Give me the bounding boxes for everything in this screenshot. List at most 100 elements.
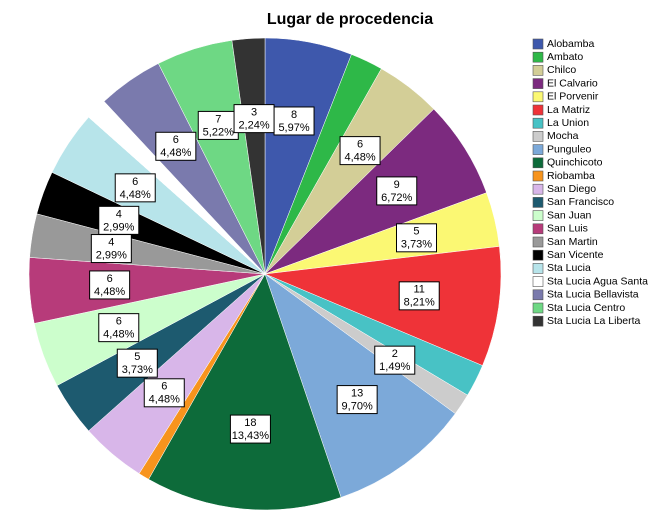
- legend-swatch: [532, 276, 544, 287]
- legend-label: San Francisco: [547, 196, 614, 208]
- data-label-percent: 3,73%: [401, 239, 432, 251]
- data-label-count: 9: [394, 179, 400, 191]
- pie-slice: [264, 246, 502, 366]
- data-label-box: [374, 345, 416, 375]
- legend-label: San Juan: [547, 209, 592, 221]
- legend-swatch: [532, 183, 544, 195]
- data-label-percent: 4,48%: [149, 394, 180, 406]
- data-label-percent: 9,70%: [342, 400, 373, 412]
- legend-swatch: [532, 249, 544, 261]
- data-label-count: 6: [161, 381, 167, 393]
- data-label-percent: 4,48%: [103, 329, 134, 341]
- data-label-percent: 1,49%: [379, 361, 410, 373]
- data-label-count: 6: [107, 273, 113, 285]
- data-label-percent: 4,48%: [160, 147, 191, 159]
- legend-swatch: [532, 170, 544, 182]
- legend-label: Sta Lucia: [547, 262, 591, 274]
- legend-label: San Luis: [547, 223, 588, 235]
- legend-label: Sta Lucia Agua Santa: [547, 275, 648, 287]
- data-label-box: [98, 313, 140, 343]
- legend-swatch: [532, 91, 544, 103]
- legend-swatch: [532, 51, 544, 63]
- data-label-percent: 5,22%: [203, 126, 234, 138]
- legend-label: Mocha: [547, 130, 579, 142]
- legend-swatch: [532, 65, 544, 76]
- legend-swatch: [532, 263, 544, 274]
- legend-swatch: [532, 78, 544, 89]
- data-label-count: 6: [132, 176, 138, 188]
- chart-title: Lugar de procedencia: [267, 11, 433, 28]
- data-label-count: 13: [351, 387, 363, 399]
- data-label-box: [197, 110, 239, 140]
- data-label-count: 3: [251, 107, 257, 119]
- data-label-box: [229, 414, 271, 444]
- data-label-count: 5: [413, 226, 419, 238]
- legend-swatch: [532, 117, 544, 129]
- legend-label: San Vicente: [547, 249, 604, 261]
- legend-label: Riobamba: [547, 170, 595, 182]
- data-label-box: [398, 281, 440, 311]
- data-label-box: [376, 176, 418, 206]
- data-label-percent: 13,43%: [232, 430, 270, 442]
- data-label-count: 5: [134, 351, 140, 363]
- data-label-count: 6: [173, 134, 179, 146]
- legend-swatch: [532, 104, 544, 116]
- pie-slice: [148, 273, 342, 511]
- data-label-count: 6: [357, 139, 363, 151]
- legend-label: El Porvenir: [547, 91, 599, 103]
- data-label-box: [89, 270, 131, 300]
- data-label-box: [116, 348, 158, 378]
- legend-swatch: [532, 289, 544, 301]
- legend-label: La Union: [547, 117, 589, 129]
- data-label-percent: 2,99%: [96, 249, 127, 261]
- data-label-box: [143, 378, 185, 408]
- data-label-count: 11: [414, 284, 425, 296]
- data-label-percent: 6,72%: [381, 192, 412, 204]
- legend-label: La Matriz: [547, 104, 590, 116]
- data-label-percent: 3,73%: [122, 364, 153, 376]
- data-label-count: 18: [244, 417, 256, 429]
- data-label-count: 7: [215, 113, 221, 125]
- legend-label: Sta Lucia La Liberta: [547, 315, 641, 327]
- legend-swatch: [532, 223, 544, 235]
- legend-label: San Diego: [547, 183, 596, 195]
- data-label-box: [155, 131, 197, 161]
- data-label-box: [98, 205, 140, 235]
- legend-label: Alobamba: [547, 38, 594, 50]
- legend-label: Quinchicoto: [547, 157, 603, 169]
- legend-swatch: [532, 315, 544, 327]
- data-label-box: [114, 173, 156, 203]
- data-label-percent: 2,24%: [238, 120, 269, 132]
- data-label-count: 4: [116, 208, 122, 220]
- legend-label: Ambato: [547, 51, 583, 63]
- data-label-box: [90, 234, 132, 264]
- legend-label: Sta Lucia Centro: [547, 302, 625, 314]
- data-label-percent: 5,97%: [278, 122, 309, 134]
- data-label-box: [395, 223, 437, 253]
- legend-label: El Calvario: [547, 77, 598, 89]
- data-label-percent: 2,99%: [103, 221, 134, 233]
- legend-swatch: [532, 38, 544, 50]
- data-label-box: [336, 385, 378, 415]
- data-label-box: [339, 136, 381, 166]
- data-label-count: 8: [291, 109, 297, 121]
- data-label-percent: 8,21%: [404, 297, 435, 309]
- pie-slice: [231, 37, 266, 275]
- legend-swatch: [532, 131, 544, 142]
- data-label-percent: 4,48%: [94, 286, 125, 298]
- legend-swatch: [532, 144, 544, 155]
- data-label-box: [233, 104, 275, 134]
- data-label-count: 2: [392, 348, 398, 360]
- data-label-percent: 4,48%: [344, 152, 375, 164]
- legend-swatch: [532, 197, 544, 208]
- data-label-count: 4: [108, 236, 114, 248]
- legend-swatch: [532, 302, 544, 314]
- legend-label: Punguleo: [547, 143, 592, 155]
- legend-label: Sta Lucia Bellavista: [547, 289, 639, 301]
- data-label-box: [273, 106, 315, 136]
- data-label-percent: 4,48%: [120, 189, 151, 201]
- legend-label: San Martin: [547, 236, 598, 248]
- legend-label: Chilco: [547, 64, 576, 76]
- legend-swatch: [532, 157, 544, 169]
